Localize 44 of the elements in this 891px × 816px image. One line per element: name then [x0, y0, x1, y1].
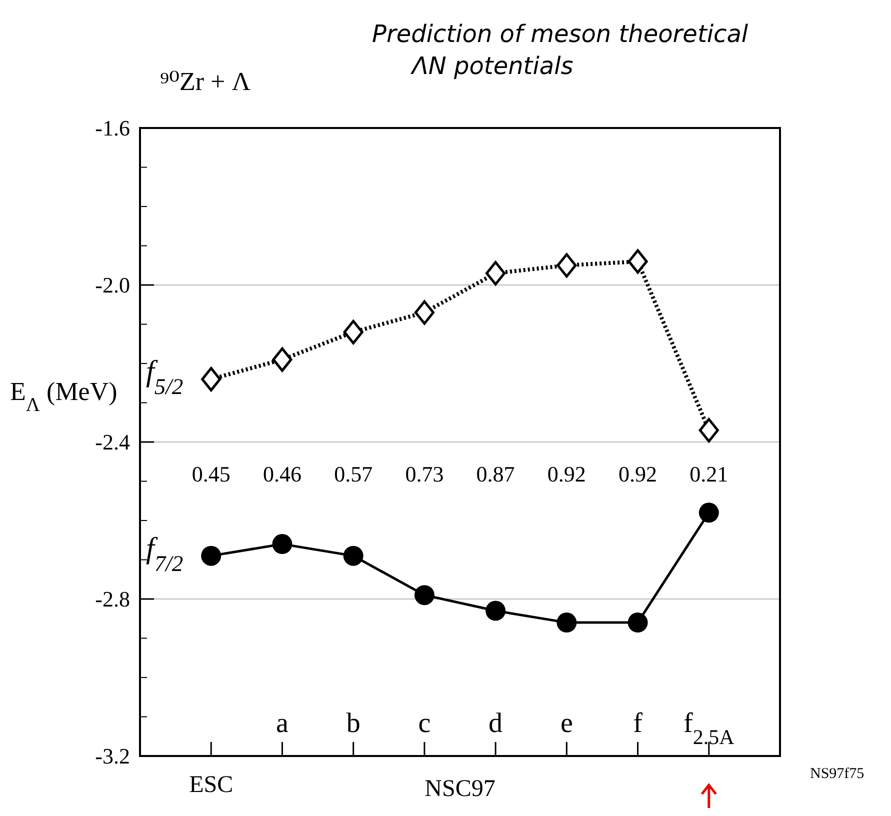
chart-title: ⁹⁰Zr + Λ: [160, 67, 251, 96]
point: [698, 418, 719, 442]
point: [201, 546, 222, 566]
series-label: f$_{5/2}$: [146, 355, 184, 399]
point: [272, 534, 292, 554]
point: [698, 502, 719, 523]
x-tick-label: a: [276, 708, 290, 739]
point: [628, 249, 648, 274]
point: [272, 347, 292, 372]
y-tick-label: -2.8: [95, 586, 130, 612]
y-tick-label: -1.6: [95, 116, 130, 141]
x-tick-label: ESC: [189, 772, 234, 798]
point: [343, 320, 364, 344]
point: [556, 253, 577, 278]
x-tick-label: c: [418, 708, 431, 739]
point: [556, 612, 577, 633]
x-tick-label: f$_{2.5A}$: [684, 708, 736, 749]
point: [414, 585, 434, 606]
x-tick-label: d: [488, 708, 503, 739]
series-label: f$_{7/2}$: [146, 532, 184, 576]
y-axis-title: E$_{Λ}$ (MeV): [10, 377, 118, 416]
annotation: 0.92: [547, 461, 586, 486]
text: NSC97: [424, 776, 496, 802]
annotation: 0.87: [476, 461, 515, 486]
annotation: 0.45: [192, 461, 230, 486]
annotation: 0.46: [262, 461, 302, 486]
text: NS97f75: [810, 766, 864, 782]
annotation: 0.21: [690, 461, 728, 486]
annotation: 0.92: [618, 461, 658, 486]
x-tick-label: e: [560, 708, 573, 739]
point: [628, 612, 648, 633]
annotation: 0.57: [334, 461, 373, 486]
annotation: 0.73: [405, 461, 444, 486]
chart-subtitle: Prediction of meson theoretical ΛN potentials: [372, 20, 748, 80]
point: [201, 366, 222, 392]
point: [486, 600, 506, 621]
point: [486, 260, 506, 286]
y-tick-label: -2.0: [95, 272, 130, 298]
y-tick-label: -3.2: [95, 744, 130, 769]
point: [343, 546, 364, 566]
x-tick-label: f: [633, 708, 644, 739]
x-tick-label: b: [346, 708, 360, 739]
point: [414, 300, 434, 325]
y-tick-label: -2.4: [95, 430, 130, 455]
